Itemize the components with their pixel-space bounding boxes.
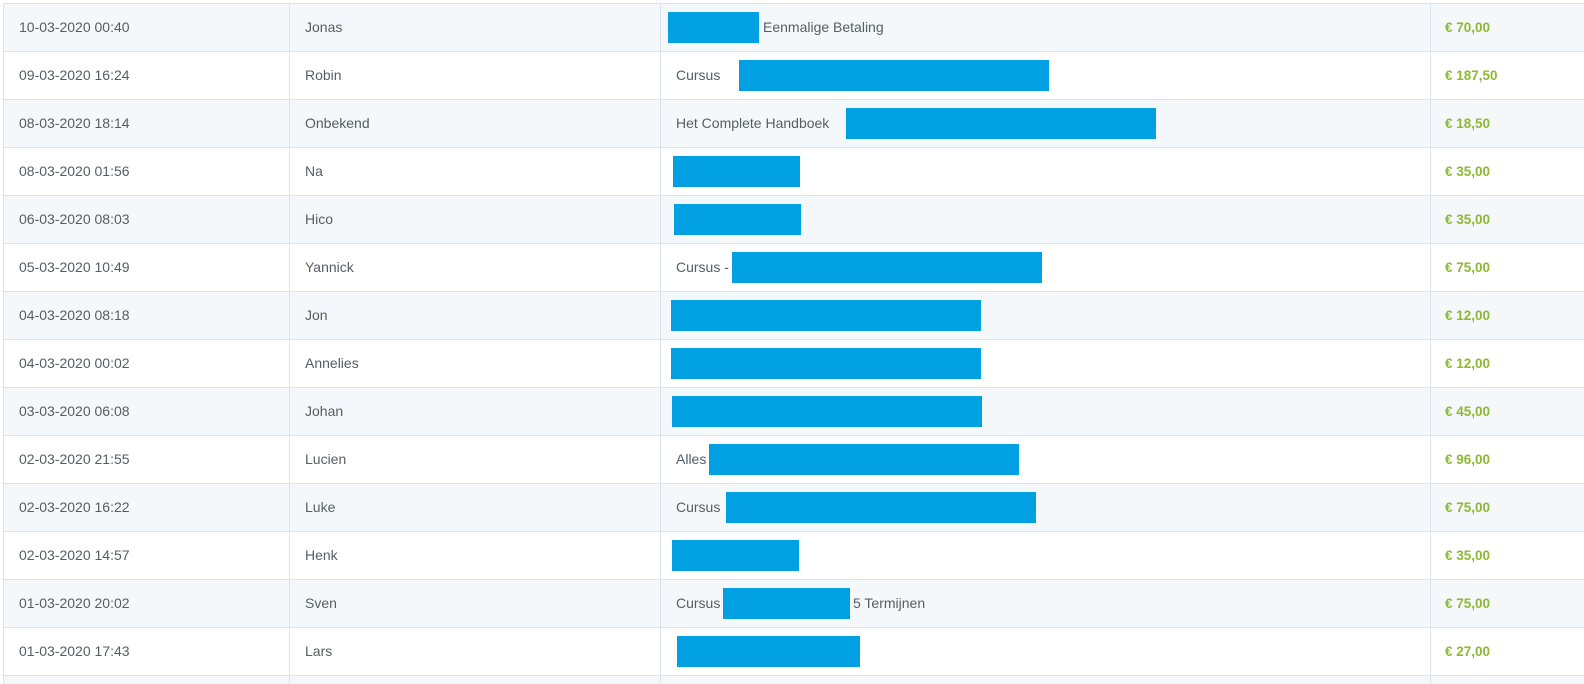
redaction-block	[671, 300, 981, 331]
redaction-block	[726, 492, 1036, 523]
product-cell: Cursus -	[661, 244, 1431, 291]
amount-cell: € 75,00	[1445, 500, 1491, 515]
customer-name-cell: Lucien	[290, 436, 661, 483]
redaction-block	[672, 540, 799, 571]
product-cell: Alles	[661, 436, 1431, 483]
transactions-table: 10-03-2020 00:40 Jonas Eenmalige Betalin…	[3, 3, 1584, 684]
product-cell: Cursus	[661, 52, 1431, 99]
table-row[interactable]: 01-03-2020 20:02 Sven Cursus 5 Termijnen…	[4, 580, 1584, 628]
amount-cell	[1431, 676, 1584, 684]
amount-cell: € 35,00	[1445, 164, 1491, 179]
date-cell: 04-03-2020 08:18	[4, 292, 290, 339]
table-row[interactable]: 03-03-2020 06:08 Johan € 45,00	[4, 388, 1584, 436]
customer-name-cell	[290, 676, 661, 684]
table-row[interactable]: 02-03-2020 14:57 Henk € 35,00	[4, 532, 1584, 580]
product-text-before: Cursus	[676, 67, 721, 83]
date-cell: 04-03-2020 00:02	[4, 340, 290, 387]
redaction-block	[674, 204, 801, 235]
date-cell: 08-03-2020 01:56	[4, 148, 290, 195]
customer-name-cell: Jon	[290, 292, 661, 339]
table-row[interactable]: 06-03-2020 08:03 Hico € 35,00	[4, 196, 1584, 244]
product-cell	[661, 388, 1431, 435]
customer-name-cell: Yannick	[290, 244, 661, 291]
redaction-block	[673, 156, 800, 187]
table-row[interactable]: 08-03-2020 18:14 Onbekend Het Complete H…	[4, 100, 1584, 148]
amount-cell: € 96,00	[1445, 452, 1491, 467]
redaction-block	[677, 636, 860, 667]
date-cell: 08-03-2020 18:14	[4, 100, 290, 147]
product-cell	[661, 532, 1431, 579]
table-row[interactable]	[4, 676, 1584, 684]
amount-cell: € 12,00	[1445, 308, 1491, 323]
date-cell	[4, 676, 290, 684]
date-cell: 02-03-2020 16:22	[4, 484, 290, 531]
amount-cell: € 35,00	[1445, 212, 1491, 227]
product-cell: Het Complete Handboek	[661, 100, 1431, 147]
product-cell: Cursus	[661, 484, 1431, 531]
product-text-after: 5 Termijnen	[853, 595, 926, 611]
amount-cell: € 18,50	[1445, 116, 1491, 131]
amount-cell: € 12,00	[1445, 356, 1491, 371]
redaction-block	[732, 252, 1042, 283]
date-cell: 01-03-2020 17:43	[4, 628, 290, 675]
product-cell: Cursus 5 Termijnen	[661, 580, 1431, 627]
date-cell: 05-03-2020 10:49	[4, 244, 290, 291]
customer-name-cell: Jonas	[290, 4, 661, 51]
product-text-before: Cursus	[676, 595, 721, 611]
product-cell	[661, 676, 1431, 684]
amount-cell: € 75,00	[1445, 260, 1491, 275]
product-cell	[661, 628, 1431, 675]
amount-cell: € 187,50	[1445, 68, 1498, 83]
table-row[interactable]: 04-03-2020 08:18 Jon € 12,00	[4, 292, 1584, 340]
amount-cell: € 35,00	[1445, 548, 1491, 563]
customer-name-cell: Robin	[290, 52, 661, 99]
amount-cell: € 75,00	[1445, 596, 1491, 611]
customer-name-cell: Johan	[290, 388, 661, 435]
redaction-block	[672, 396, 982, 427]
customer-name-cell: Hico	[290, 196, 661, 243]
customer-name-cell: Na	[290, 148, 661, 195]
date-cell: 02-03-2020 14:57	[4, 532, 290, 579]
customer-name-cell: Onbekend	[290, 100, 661, 147]
customer-name-cell: Sven	[290, 580, 661, 627]
date-cell: 10-03-2020 00:40	[4, 4, 290, 51]
table-row[interactable]: 02-03-2020 21:55 Lucien Alles € 96,00	[4, 436, 1584, 484]
customer-name-cell: Luke	[290, 484, 661, 531]
table-row[interactable]: 09-03-2020 16:24 Robin Cursus € 187,50	[4, 52, 1584, 100]
product-text-before: Alles	[676, 451, 707, 467]
redaction-block	[671, 348, 981, 379]
table-row[interactable]: 05-03-2020 10:49 Yannick Cursus - € 75,0…	[4, 244, 1584, 292]
amount-cell: € 45,00	[1445, 404, 1491, 419]
date-cell: 06-03-2020 08:03	[4, 196, 290, 243]
product-text-before: Cursus	[676, 499, 721, 515]
customer-name-cell: Annelies	[290, 340, 661, 387]
table-row[interactable]: 08-03-2020 01:56 Na € 35,00	[4, 148, 1584, 196]
table-row[interactable]: 01-03-2020 17:43 Lars € 27,00	[4, 628, 1584, 676]
customer-name-cell: Lars	[290, 628, 661, 675]
product-cell	[661, 196, 1431, 243]
redaction-block	[846, 108, 1156, 139]
product-cell	[661, 292, 1431, 339]
product-cell: Eenmalige Betaling	[661, 4, 1431, 51]
customer-name-cell: Henk	[290, 532, 661, 579]
table-row[interactable]: 02-03-2020 16:22 Luke Cursus € 75,00	[4, 484, 1584, 532]
date-cell: 02-03-2020 21:55	[4, 436, 290, 483]
table-row[interactable]: 10-03-2020 00:40 Jonas Eenmalige Betalin…	[4, 4, 1584, 52]
amount-cell: € 27,00	[1445, 644, 1491, 659]
redaction-block	[709, 444, 1019, 475]
product-cell	[661, 340, 1431, 387]
product-text-after: Eenmalige Betaling	[763, 19, 884, 35]
date-cell: 03-03-2020 06:08	[4, 388, 290, 435]
product-text-before: Het Complete Handboek	[676, 115, 830, 131]
redaction-block	[723, 588, 850, 619]
product-cell	[661, 148, 1431, 195]
date-cell: 09-03-2020 16:24	[4, 52, 290, 99]
product-text-before: Cursus -	[676, 259, 729, 275]
amount-cell: € 70,00	[1445, 20, 1491, 35]
redaction-block	[668, 12, 759, 43]
table-row[interactable]: 04-03-2020 00:02 Annelies € 12,00	[4, 340, 1584, 388]
redaction-block	[739, 60, 1049, 91]
date-cell: 01-03-2020 20:02	[4, 580, 290, 627]
